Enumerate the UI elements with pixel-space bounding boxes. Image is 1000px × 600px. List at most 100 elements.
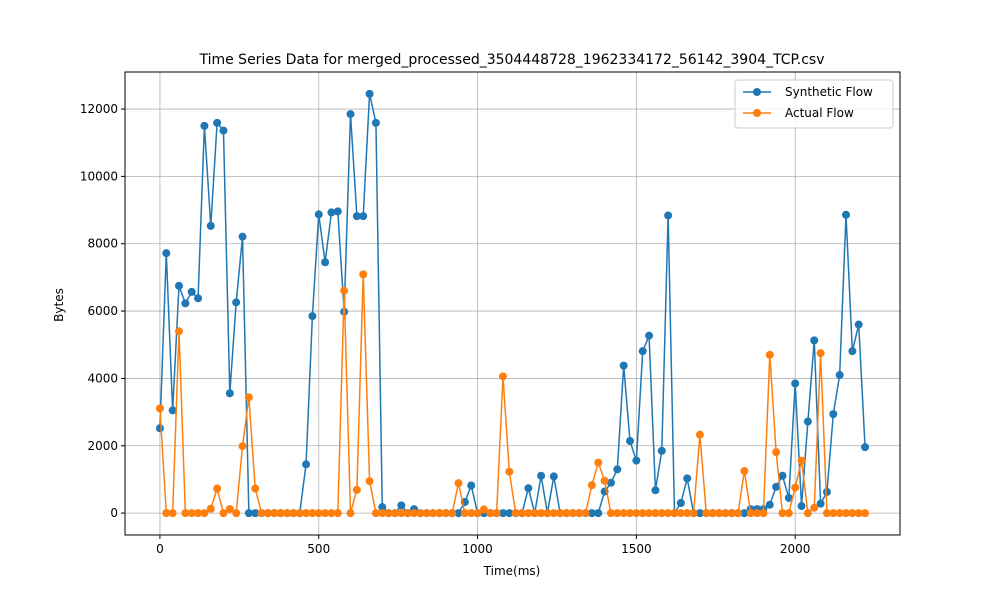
data-point [498, 372, 507, 381]
data-point [638, 347, 647, 356]
y-tick-label: 12000 [80, 102, 118, 116]
data-point [232, 509, 241, 518]
data-point [530, 509, 539, 518]
data-point [454, 479, 463, 488]
data-point [651, 486, 660, 495]
data-point [441, 509, 450, 518]
data-point [174, 327, 183, 336]
data-point [498, 509, 507, 518]
data-point [765, 350, 774, 359]
data-point [181, 509, 190, 518]
data-point [225, 505, 234, 514]
legend-marker [753, 109, 761, 117]
data-point [740, 467, 749, 476]
data-point [346, 110, 355, 119]
data-point [784, 509, 793, 518]
data-point [543, 509, 552, 518]
data-point [416, 509, 425, 518]
series-actual-flow [155, 270, 870, 518]
data-point [676, 509, 685, 518]
data-point [181, 299, 190, 308]
data-point [549, 509, 558, 518]
data-point [308, 312, 317, 321]
data-point [848, 347, 857, 356]
data-point [772, 448, 781, 457]
data-point [352, 212, 361, 221]
data-point [645, 509, 654, 518]
data-point [359, 270, 368, 279]
data-point [397, 501, 406, 510]
data-point [435, 509, 444, 518]
data-point [365, 89, 374, 98]
data-point [340, 286, 349, 295]
data-point [467, 481, 476, 490]
data-point [740, 509, 749, 518]
data-point [352, 485, 361, 494]
data-point [194, 509, 203, 518]
data-point [568, 509, 577, 518]
data-point [822, 509, 831, 518]
data-point [454, 509, 463, 518]
data-point [302, 460, 311, 469]
data-point [219, 509, 228, 518]
data-point [473, 509, 482, 518]
data-point [594, 458, 603, 467]
data-point [626, 509, 635, 518]
data-point [810, 503, 819, 512]
data-point [670, 509, 679, 518]
data-point [702, 509, 711, 518]
data-point [276, 509, 285, 518]
x-axis-label: Time(ms) [483, 564, 541, 578]
data-point [321, 509, 330, 518]
data-point [829, 509, 838, 518]
data-point [155, 424, 164, 433]
data-point [467, 509, 476, 518]
legend-box [734, 79, 894, 129]
data-point [365, 477, 374, 486]
data-point [327, 208, 336, 217]
data-point [410, 509, 419, 518]
data-point [206, 221, 215, 230]
data-point [346, 509, 355, 518]
data-point [626, 437, 635, 446]
data-point [187, 509, 196, 518]
data-point [403, 509, 412, 518]
data-point [854, 320, 863, 329]
data-point [384, 509, 393, 518]
x-tick-label: 1000 [462, 542, 493, 556]
data-point [263, 509, 272, 518]
data-point [594, 509, 603, 518]
data-point [606, 509, 615, 518]
series-line [159, 93, 866, 516]
data-point [753, 509, 762, 518]
data-point [772, 482, 781, 491]
data-point [562, 509, 571, 518]
data-point [822, 487, 831, 496]
legend-marker [753, 88, 761, 96]
data-point [333, 207, 342, 216]
data-point [613, 465, 622, 474]
data-point [168, 406, 177, 415]
data-point [378, 509, 387, 518]
data-point [803, 509, 812, 518]
data-point [842, 509, 851, 518]
data-point [784, 493, 793, 502]
data-point [638, 509, 647, 518]
data-point [302, 509, 311, 518]
data-point [695, 509, 704, 518]
series-layer [155, 89, 870, 518]
data-point [486, 509, 495, 518]
x-axis-ticks: 0 500 1000 1500 2000 [156, 535, 810, 556]
y-tick-label: 2000 [87, 439, 118, 453]
data-point [708, 509, 717, 518]
data-point [232, 298, 241, 307]
data-point [359, 212, 368, 221]
data-point [174, 281, 183, 290]
data-point [257, 509, 266, 518]
data-point [537, 471, 546, 480]
data-point [759, 509, 768, 518]
data-point [632, 456, 641, 465]
data-point [835, 509, 844, 518]
y-axis-ticks: 0 2000 4000 6000 8000 10000 12000 [80, 102, 125, 520]
